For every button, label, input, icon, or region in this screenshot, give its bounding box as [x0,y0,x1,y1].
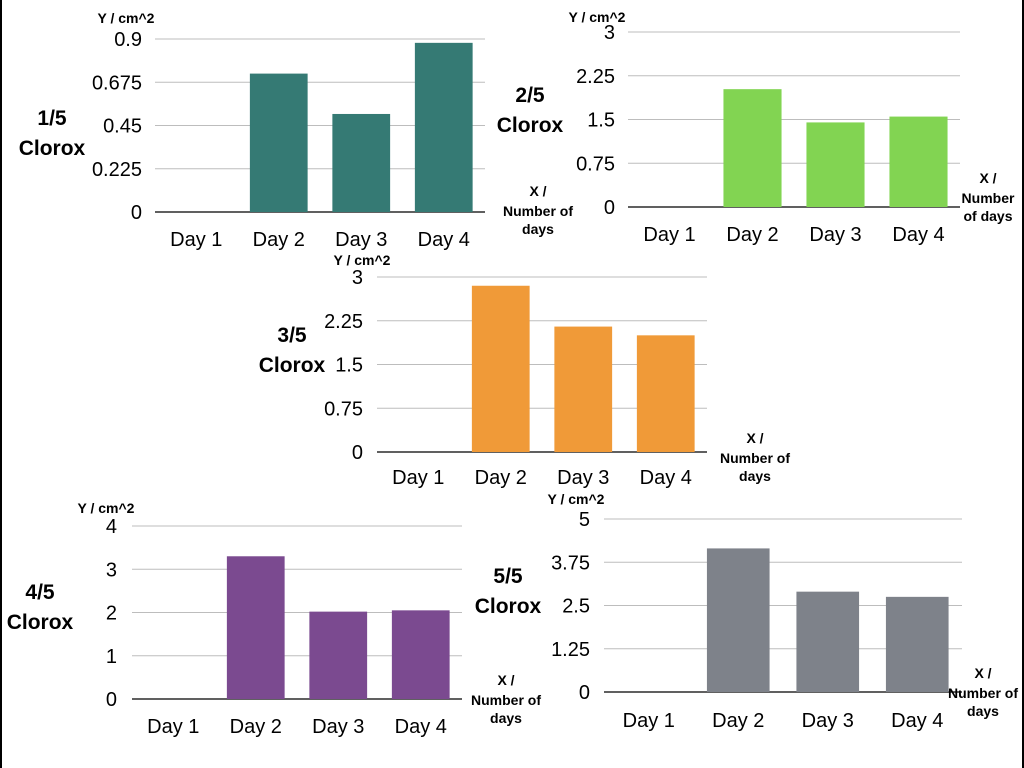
y-tick-label: 0.9 [114,29,142,51]
x-axis-label-line: Number of [471,692,541,708]
chart-title-line: Clorox [7,611,74,634]
y-tick-label: 0.45 [103,116,142,138]
bar-day-3 [309,611,368,699]
bar-day-2 [226,556,285,699]
x-axis-label-line: X / [497,672,514,688]
x-category-label: Day 1 [147,716,199,738]
x-category-label: Day 2 [726,224,778,246]
y-tick-label: 3 [106,559,117,581]
bar-day-4 [889,116,948,207]
x-axis-label-line: X / [746,430,763,446]
x-category-label: Day 2 [712,710,764,732]
y-tick-label: 0.75 [576,153,615,175]
chart-title-line: Clorox [497,114,564,137]
chart-2: 0 0.75 1.5 2.25 3 Day 1 Day 2 Day 3 Day 4 Y / cm^… [497,9,1015,246]
chart-title-line: Clorox [475,595,542,618]
chart-4: 0 1 2 3 4 Day 1 Day 2 Day 3 Day 4 Y / cm^2 4/5 Clor… [7,500,542,738]
y-tick-label: 0.75 [324,398,363,420]
y-axis-label: Y / cm^2 [548,491,605,507]
y-tick-label: 3.75 [551,552,590,574]
x-axis-label-line: Number of [948,685,1018,701]
x-category-label: Day 3 [312,716,364,738]
chart-title-line: Clorox [19,137,86,160]
y-tick-label: 2 [106,603,117,625]
x-axis-label-line: days [739,468,771,484]
x-axis-label-line: X / [979,170,996,186]
bar-day-3 [806,122,865,207]
chart-5: 0 1.25 2.5 3.75 5 Day 1 Day 2 Day 3 Day 4 Y / cm^… [475,491,1019,732]
chart-title-line: 3/5 [277,324,307,347]
y-tick-label: 3 [604,22,615,44]
chart-3: 0 0.75 1.5 2.25 3 Day 1 Day 2 Day 3 Day 4 Y / cm^… [259,252,791,489]
x-category-label: Day 4 [418,229,470,251]
y-tick-label: 0 [579,682,590,704]
y-axis-label: Y / cm^2 [98,10,155,26]
y-tick-label: 1.5 [335,355,363,377]
y-tick-label: 0 [604,197,615,219]
bar-day-3 [796,591,860,692]
bar-day-2 [706,548,770,692]
x-category-label: Day 4 [640,467,692,489]
y-tick-label: 0 [106,689,117,711]
right-edge-line [1022,0,1024,768]
x-category-label: Day 3 [802,710,854,732]
left-edge-line [0,0,2,768]
bar-day-2 [471,285,530,452]
y-axis-label: Y / cm^2 [569,9,626,25]
y-tick-label: 4 [106,516,117,538]
y-tick-label: 2.25 [576,66,615,88]
x-category-label: Day 4 [891,710,943,732]
chart-title-line: Clorox [259,354,326,377]
x-axis-label-line: X / [529,183,546,199]
x-category-label: Day 3 [809,224,861,246]
x-category-label: Day 3 [557,467,609,489]
x-axis-label-line: days [522,221,554,237]
y-tick-label: 5 [579,509,590,531]
y-axis-label: Y / cm^2 [334,252,391,268]
x-axis-label-line: X / [974,665,991,681]
x-axis-label-line: Number of [720,450,790,466]
bar-day-4 [885,596,949,692]
x-axis-label-line: days [490,710,522,726]
bar-day-3 [332,113,391,212]
x-axis-label-line: days [967,703,999,719]
x-category-label: Day 4 [395,716,447,738]
x-axis-label-line: Number [962,190,1015,206]
y-tick-label: 1.5 [587,110,615,132]
x-category-label: Day 4 [892,224,944,246]
y-tick-label: 0.675 [92,72,142,94]
bar-day-3 [554,326,613,452]
y-tick-label: 3 [352,267,363,289]
x-category-label: Day 1 [170,229,222,251]
chart-title-line: 2/5 [515,84,545,107]
x-category-label: Day 3 [335,229,387,251]
chart-title-line: 1/5 [37,107,67,130]
chart-title-line: 5/5 [493,565,523,588]
y-tick-label: 0.225 [92,159,142,181]
bar-day-4 [636,335,695,452]
x-axis-label-line: Number of [503,203,573,219]
y-tick-label: 1 [106,646,117,668]
y-tick-label: 0 [352,442,363,464]
chart-title-line: 4/5 [25,581,55,604]
x-category-label: Day 2 [475,467,527,489]
x-category-label: Day 1 [643,224,695,246]
bar-day-2 [723,89,782,207]
bar-day-2 [249,73,308,212]
x-axis-label-line: of days [963,208,1012,224]
x-category-label: Day 2 [230,716,282,738]
y-tick-label: 0 [131,202,142,224]
x-category-label: Day 2 [253,229,305,251]
x-category-label: Day 1 [392,467,444,489]
y-tick-label: 2.5 [562,596,590,618]
chart-1: 0 0.225 0.45 0.675 0.9 Day 1 Day 2 Day 3 Day 4 Y … [19,10,574,251]
bar-day-4 [414,42,473,212]
y-axis-label: Y / cm^2 [78,500,135,516]
y-tick-label: 2.25 [324,311,363,333]
bar-day-4 [391,610,450,699]
x-category-label: Day 1 [623,710,675,732]
y-tick-label: 1.25 [551,639,590,661]
